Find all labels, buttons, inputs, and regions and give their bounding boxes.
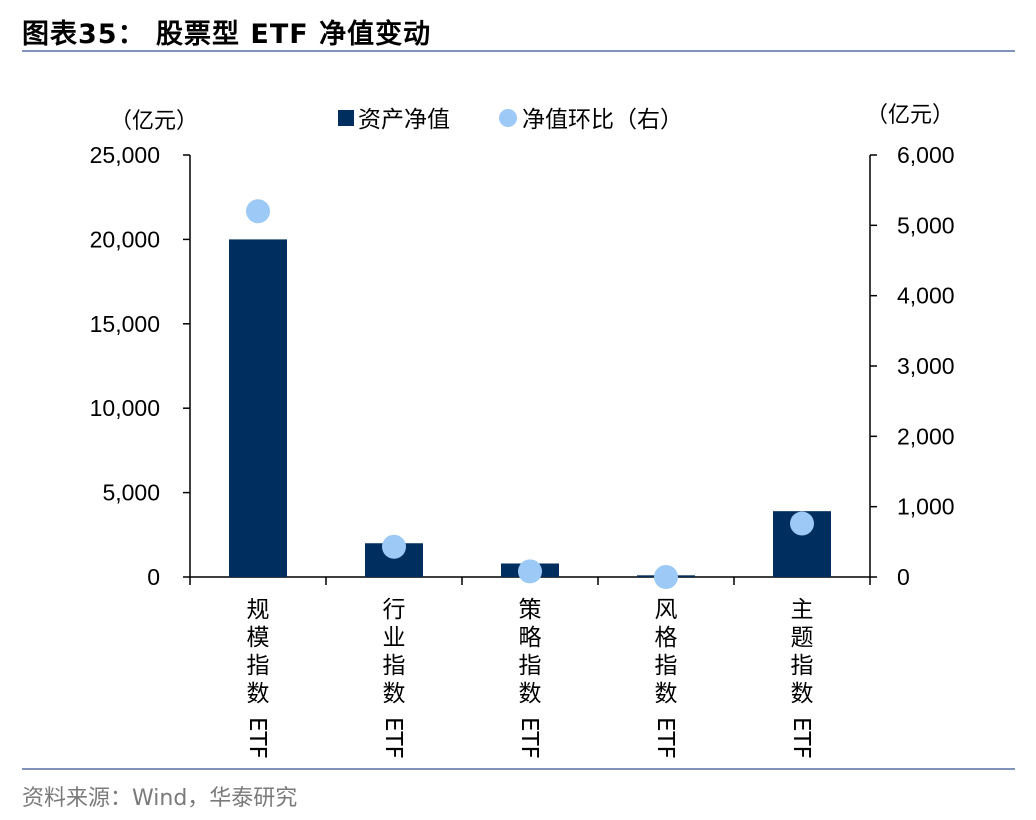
- dot-规模指数ETF: [246, 199, 270, 224]
- category-label-char: 规: [247, 597, 270, 623]
- category-label-char: 格: [655, 625, 678, 651]
- legend: 资产净值 净值环比（右）: [338, 107, 683, 133]
- legend-bar-swatch: [338, 110, 354, 126]
- right-axis-unit: （亿元）: [866, 103, 954, 128]
- left-axis-tick-label: 0: [147, 564, 160, 590]
- right-axis-tick-label: 5,000: [897, 212, 955, 238]
- category-label-etf: ETF: [788, 717, 814, 759]
- category-label-char: 数: [655, 681, 678, 707]
- category-label-char: 指: [247, 653, 270, 679]
- left-axis-tick-label: 20,000: [90, 226, 160, 252]
- category-label-etf: ETF: [652, 717, 678, 759]
- chart-title: 图表35： 股票型 ETF 净值变动: [22, 19, 432, 50]
- right-axis-tick-label: 3,000: [897, 353, 955, 379]
- category-label-char: 数: [791, 681, 814, 707]
- category-label-char: 风: [655, 597, 678, 623]
- category-label-char: 模: [247, 625, 270, 651]
- category-label-char: 数: [519, 681, 542, 707]
- right-axis-tick-label: 4,000: [897, 283, 955, 309]
- category-label-char: 指: [791, 653, 814, 679]
- category-label-char: 题: [791, 625, 814, 651]
- source-note: 资料来源：Wind，华泰研究: [22, 786, 298, 811]
- left-axis-tick-label: 5,000: [102, 480, 160, 506]
- category-label-char: 数: [383, 681, 406, 707]
- footer-divider: [22, 768, 1015, 770]
- dot-行业指数ETF: [382, 534, 406, 559]
- right-axis-tick-label: 2,000: [897, 423, 955, 449]
- dot-风格指数ETF: [654, 565, 678, 589]
- category-label-char: 指: [655, 653, 678, 679]
- category-label-etf: ETF: [244, 717, 270, 759]
- bar-规模指数ETF: [229, 239, 287, 577]
- category-label-char: 数: [247, 681, 270, 707]
- category-label-etf: ETF: [380, 717, 406, 759]
- dot-series: [246, 199, 814, 589]
- right-axis-tick-label: 6,000: [897, 142, 955, 168]
- category-label-char: 行: [383, 597, 406, 623]
- bar-series: [229, 239, 831, 577]
- right-y-axis: 0 1,000 2,000 3,000 4,000 5,000 6,000: [869, 142, 955, 590]
- category-label-char: 略: [519, 625, 542, 651]
- right-axis-tick-label: 0: [897, 564, 910, 590]
- left-y-axis: 0 5,000 10,000 15,000 20,000 25,000: [90, 142, 191, 590]
- title-divider: [22, 50, 1015, 52]
- etf-chart: 0 5,000 10,000 15,000 20,000 25,000 0 1,000 2,0…: [90, 103, 955, 759]
- left-axis-tick-label: 25,000: [90, 142, 160, 168]
- category-label-char: 指: [383, 653, 406, 679]
- category-label-char: 策: [519, 597, 542, 623]
- category-label-char: 主: [791, 597, 814, 623]
- legend-bar-label: 资产净值: [358, 107, 450, 133]
- dot-策略指数ETF: [518, 559, 542, 584]
- left-axis-unit: （亿元）: [110, 109, 198, 134]
- legend-dot-label: 净值环比（右）: [522, 107, 683, 133]
- legend-dot-swatch: [499, 109, 517, 127]
- dot-主题指数ETF: [790, 511, 814, 536]
- left-axis-tick-label: 15,000: [90, 311, 160, 337]
- category-label-etf: ETF: [516, 717, 542, 759]
- category-label-char: 指: [519, 653, 542, 679]
- category-label-char: 业: [383, 625, 406, 651]
- right-axis-tick-label: 1,000: [897, 494, 955, 520]
- left-axis-tick-label: 10,000: [90, 395, 160, 421]
